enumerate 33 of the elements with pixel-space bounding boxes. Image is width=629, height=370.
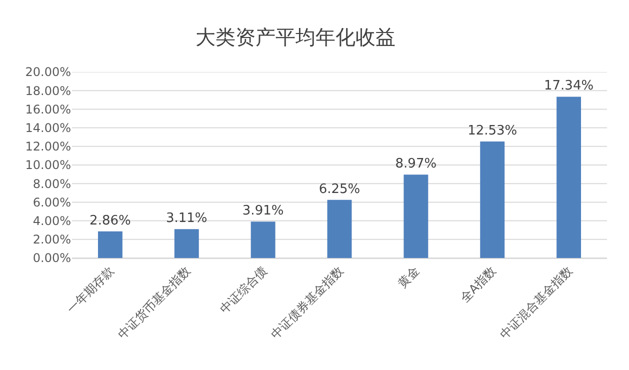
x-tick-label: 黄金 [395,264,422,291]
bar [174,229,199,258]
data-label: 8.97% [395,156,437,172]
x-tick-label: 中证综合债 [217,264,270,316]
chart-title: 大类资产平均年化收益 [196,25,396,49]
y-tick-label: 6.00% [32,195,71,210]
y-tick-label: 20.00% [25,65,71,80]
data-label: 6.25% [318,182,360,197]
data-label: 3.91% [242,204,284,219]
bar [327,200,352,258]
bar [404,174,428,258]
y-tick-label: 4.00% [32,214,71,228]
y-tick-label: 12.00% [25,140,71,154]
bar [98,231,122,258]
x-tick-label: 一年期存款 [64,264,117,316]
y-tick-label: 16.00% [25,102,71,116]
x-tick-label: 中证债券基金指数 [268,264,346,342]
x-tick-label: 中证货币基金指数 [115,264,194,342]
data-label: 3.11% [166,211,208,226]
bar [250,222,276,258]
y-tick-label: 0.00% [32,251,71,266]
y-tick-label: 2.00% [32,232,71,247]
x-tick-label: 全A指数 [458,264,499,306]
data-label: 2.86% [90,213,131,228]
x-tick-label: 中证混合基金指数 [497,264,576,342]
bar [480,141,505,258]
y-tick-label: 14.00% [25,121,71,135]
y-tick-label: 10.00% [25,158,71,172]
y-tick-label: 18.00% [25,84,71,98]
y-tick-label: 8.00% [32,176,71,191]
data-label: 12.53% [468,123,518,138]
data-label: 17.34% [544,78,594,94]
bar [556,96,582,258]
